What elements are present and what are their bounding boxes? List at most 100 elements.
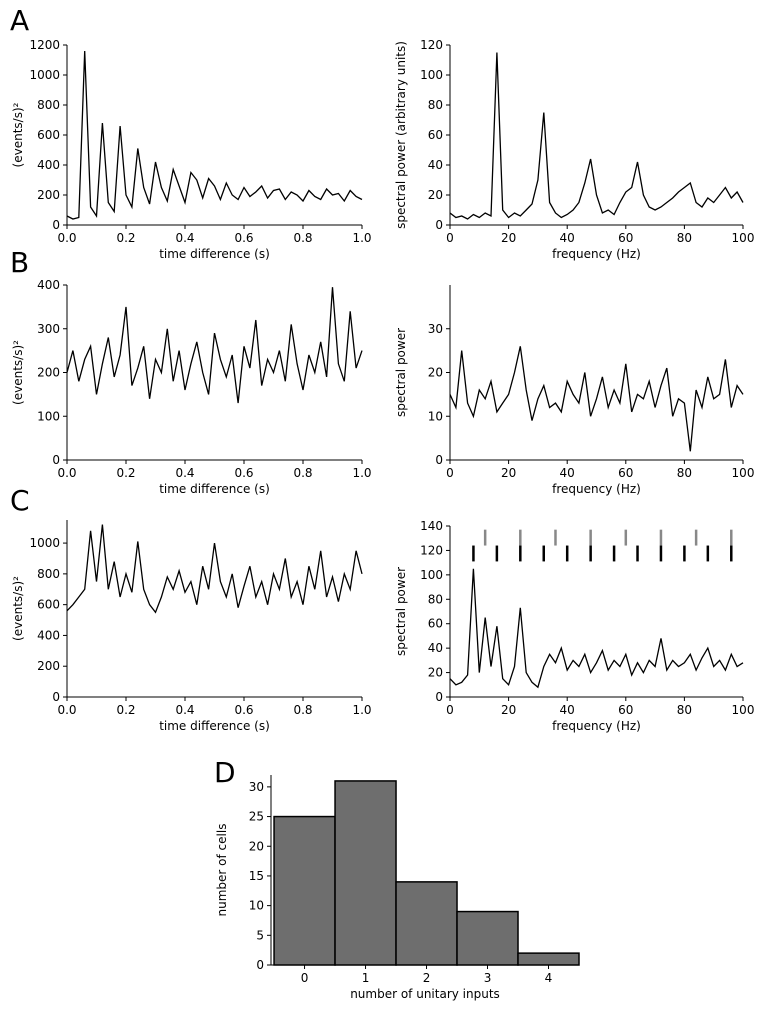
y-tick-label: 80 (428, 592, 443, 606)
y-tick-label: 140 (420, 519, 443, 533)
y-axis-title: spectral power (394, 567, 408, 656)
y-tick-label: 1000 (29, 68, 60, 82)
data-line (66, 287, 363, 404)
x-tick-label: 100 (732, 703, 755, 717)
x-tick-label: 40 (560, 466, 575, 480)
x-tick-label: 80 (677, 231, 692, 245)
y-tick-label: 15 (249, 869, 264, 883)
y-axis-title: (events/s)² (11, 340, 25, 405)
y-tick-label: 20 (428, 188, 443, 202)
y-tick-label: 200 (37, 659, 60, 673)
panel-label: D (214, 756, 236, 789)
x-tick-label: 0.2 (116, 703, 135, 717)
x-axis-title: time difference (s) (159, 482, 270, 496)
x-axis-title: number of unitary inputs (350, 987, 500, 1001)
panel-label: A (10, 4, 29, 37)
y-tick-label: 800 (37, 567, 60, 581)
x-tick-label: 4 (545, 971, 553, 985)
x-tick-label: 0.6 (234, 231, 253, 245)
data-line (66, 524, 363, 614)
x-tick-label: 0.2 (116, 231, 135, 245)
y-tick-label: 60 (428, 617, 443, 631)
x-tick-label: 0.4 (175, 703, 194, 717)
y-tick-label: 20 (428, 666, 443, 680)
y-tick-label: 200 (37, 366, 60, 380)
y-tick-label: 40 (428, 641, 443, 655)
x-tick-label: 0.8 (293, 231, 312, 245)
x-axis-title: frequency (Hz) (552, 719, 641, 733)
y-axis-title: spectral power (394, 328, 408, 417)
x-tick-label: 0.6 (234, 703, 253, 717)
x-tick-label: 3 (484, 971, 492, 985)
x-tick-label: 20 (501, 466, 516, 480)
y-tick-label: 10 (249, 899, 264, 913)
y-tick-label: 80 (428, 98, 443, 112)
x-tick-label: 0.0 (57, 466, 76, 480)
y-tick-label: 30 (428, 322, 443, 336)
y-tick-label: 60 (428, 128, 443, 142)
y-axis-title: (events/s)² (11, 576, 25, 641)
x-tick-label: 0.6 (234, 466, 253, 480)
panel-label: C (10, 484, 30, 517)
x-axis-title: time difference (s) (159, 247, 270, 261)
y-tick-label: 0 (52, 453, 60, 467)
data-line (449, 346, 744, 452)
x-tick-label: 60 (618, 466, 633, 480)
data-line (449, 52, 744, 220)
y-tick-label: 5 (256, 928, 264, 942)
x-tick-label: 100 (732, 466, 755, 480)
y-axis-title: spectral power (arbitrary units) (394, 41, 408, 229)
y-tick-label: 1000 (29, 536, 60, 550)
panel-label: B (10, 246, 29, 279)
x-tick-label: 1.0 (352, 703, 371, 717)
y-axis-title: number of cells (215, 824, 229, 917)
x-tick-label: 80 (677, 703, 692, 717)
x-tick-label: 0 (446, 703, 454, 717)
data-line (66, 50, 363, 220)
x-tick-label: 100 (732, 231, 755, 245)
y-tick-label: 25 (249, 810, 264, 824)
x-tick-label: 40 (560, 231, 575, 245)
x-tick-label: 40 (560, 703, 575, 717)
bar (517, 952, 580, 966)
x-axis-title: time difference (s) (159, 719, 270, 733)
y-tick-label: 0 (52, 218, 60, 232)
y-tick-label: 300 (37, 322, 60, 336)
x-tick-label: 0 (301, 971, 309, 985)
y-tick-label: 0 (435, 690, 443, 704)
y-tick-label: 0 (435, 453, 443, 467)
y-axis-title: (events/s)² (11, 102, 25, 167)
x-tick-label: 60 (618, 703, 633, 717)
x-tick-label: 60 (618, 231, 633, 245)
bar (395, 881, 458, 966)
x-tick-label: 1 (362, 971, 370, 985)
x-tick-label: 0.2 (116, 466, 135, 480)
x-tick-label: 0 (446, 466, 454, 480)
y-tick-label: 100 (420, 68, 443, 82)
x-tick-label: 0.4 (175, 231, 194, 245)
y-tick-label: 30 (249, 780, 264, 794)
x-tick-label: 2 (423, 971, 431, 985)
y-tick-label: 400 (37, 278, 60, 292)
x-tick-label: 0.8 (293, 703, 312, 717)
x-tick-label: 20 (501, 703, 516, 717)
y-tick-label: 0 (52, 690, 60, 704)
y-tick-label: 400 (37, 158, 60, 172)
y-tick-label: 400 (37, 628, 60, 642)
x-tick-label: 0.0 (57, 231, 76, 245)
x-axis-title: frequency (Hz) (552, 247, 641, 261)
data-line (449, 568, 744, 689)
x-tick-label: 0.8 (293, 466, 312, 480)
y-tick-label: 20 (428, 366, 443, 380)
x-axis-title: frequency (Hz) (552, 482, 641, 496)
x-tick-label: 1.0 (352, 466, 371, 480)
bar (334, 780, 397, 966)
y-tick-label: 20 (249, 839, 264, 853)
x-tick-label: 0 (446, 231, 454, 245)
y-tick-label: 800 (37, 98, 60, 112)
y-tick-label: 120 (420, 543, 443, 557)
bar (273, 815, 336, 966)
y-tick-label: 100 (37, 409, 60, 423)
y-tick-label: 10 (428, 409, 443, 423)
